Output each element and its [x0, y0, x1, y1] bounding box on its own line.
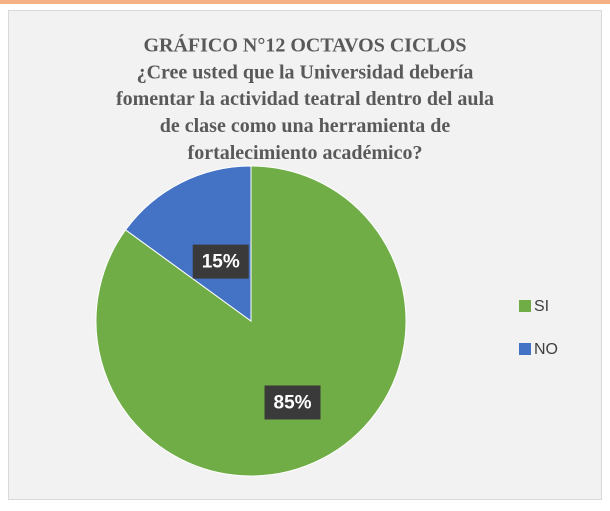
data-label-box: [264, 385, 321, 420]
chart-title: GRÁFICO N°12 OCTAVOS CICLOS ¿Cree usted q…: [116, 34, 494, 164]
top-strip: [0, 0, 610, 4]
title-line: GRÁFICO N°12 OCTAVOS CICLOS: [143, 34, 466, 57]
title-line: ¿Cree usted que la Universidad debería: [137, 61, 474, 83]
data-label: 15%: [202, 252, 240, 273]
legend-swatch: [519, 300, 531, 312]
title-line: fomentar la actividad teatral dentro del…: [116, 88, 494, 110]
legend-label: SI: [534, 298, 549, 315]
title-line: fortalecimiento académico?: [188, 142, 423, 164]
data-label-box: [192, 244, 249, 279]
legend-label: NO: [534, 341, 558, 358]
title-line: de clase como una herramienta de: [160, 115, 451, 137]
legend-swatch: [519, 343, 531, 355]
data-label: 85%: [274, 392, 312, 413]
pie-slice: [124, 165, 252, 322]
